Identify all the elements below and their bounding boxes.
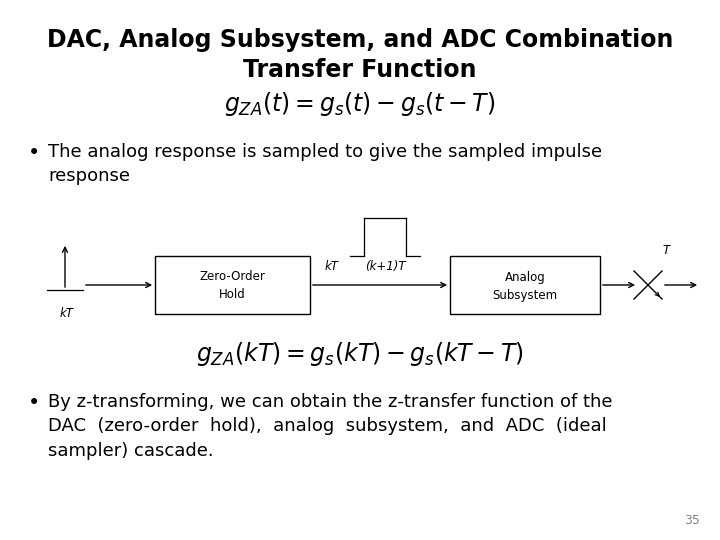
- Text: kT: kT: [60, 307, 74, 320]
- Text: •: •: [28, 143, 40, 163]
- Text: Transfer Function: Transfer Function: [243, 58, 477, 82]
- Bar: [155, 256, 310, 314]
- Text: T: T: [662, 244, 670, 257]
- Text: •: •: [28, 393, 40, 413]
- Text: kT: kT: [325, 260, 339, 273]
- Text: Zero-Order: Zero-Order: [199, 271, 265, 284]
- Text: Subsystem: Subsystem: [492, 288, 557, 301]
- Text: DAC, Analog Subsystem, and ADC Combination: DAC, Analog Subsystem, and ADC Combinati…: [47, 28, 673, 52]
- Text: 35: 35: [684, 514, 700, 527]
- Text: (k+1)T: (k+1)T: [365, 260, 405, 273]
- Text: $g_{ZA}(t) = g_s(t) - g_s(t - T)$: $g_{ZA}(t) = g_s(t) - g_s(t - T)$: [225, 90, 495, 118]
- Text: Hold: Hold: [219, 288, 246, 301]
- Text: The analog response is sampled to give the sampled impulse
response: The analog response is sampled to give t…: [48, 143, 602, 185]
- Text: Analog: Analog: [505, 271, 545, 284]
- Text: By z-transforming, we can obtain the z-transfer function of the
DAC  (zero-order: By z-transforming, we can obtain the z-t…: [48, 393, 613, 460]
- Text: $g_{ZA}(kT) = g_s(kT) - g_s(kT - T)$: $g_{ZA}(kT) = g_s(kT) - g_s(kT - T)$: [196, 340, 524, 368]
- Bar: [450, 256, 600, 314]
